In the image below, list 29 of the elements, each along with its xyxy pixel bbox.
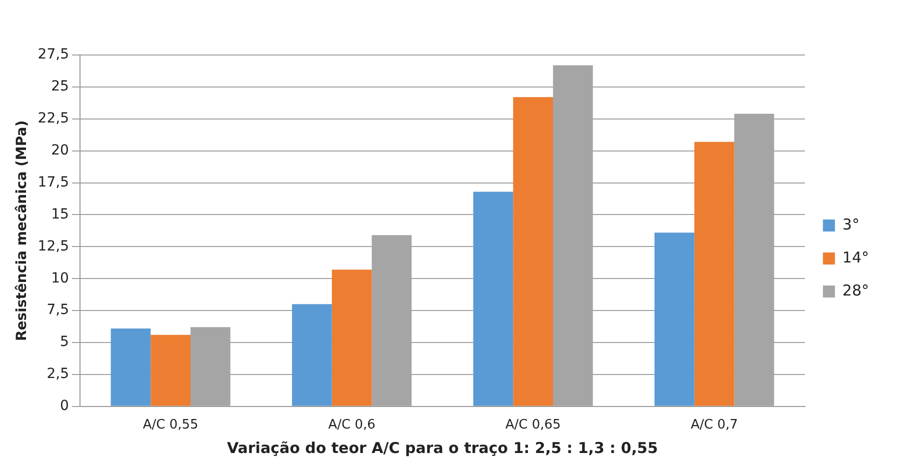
y-axis-title: Resistência mecânica (MPa)	[14, 120, 30, 341]
legend-label: 14°	[842, 248, 870, 266]
y-tick-label: 2,5	[46, 366, 69, 382]
bar	[654, 232, 694, 406]
x-tick-label: A/C 0,7	[690, 418, 738, 433]
x-tick-label: A/C 0,55	[142, 418, 198, 433]
bar	[694, 142, 734, 406]
y-tick-label: 25	[51, 78, 69, 95]
y-tick-label: 22,5	[38, 110, 69, 127]
bar	[473, 192, 514, 406]
y-tick-label: 12,5	[38, 238, 69, 254]
bar	[150, 334, 191, 406]
y-tick-label: 10	[51, 270, 69, 286]
bar	[332, 270, 372, 406]
bar	[110, 328, 151, 406]
legend-label: 28°	[842, 281, 870, 300]
x-axis-title: Variação do teor A/C para o traço 1: 2,5 : 1,3 : 0,55	[226, 438, 658, 457]
bar	[513, 97, 553, 406]
y-tick-label: 27,5	[38, 46, 69, 63]
x-tick-label: A/C 0,6	[328, 418, 376, 433]
x-tick-label: A/C 0,65	[505, 418, 561, 433]
bar	[292, 304, 332, 406]
y-tick-label: 7,5	[46, 302, 69, 318]
y-tick-label: 15	[51, 206, 69, 222]
y-tick-label: 17,5	[38, 174, 69, 190]
y-tick-label: 0	[60, 398, 69, 414]
y-tick-label: 20	[51, 142, 69, 158]
y-tick-label: 5	[60, 334, 69, 350]
legend-label: 3°	[842, 215, 860, 234]
